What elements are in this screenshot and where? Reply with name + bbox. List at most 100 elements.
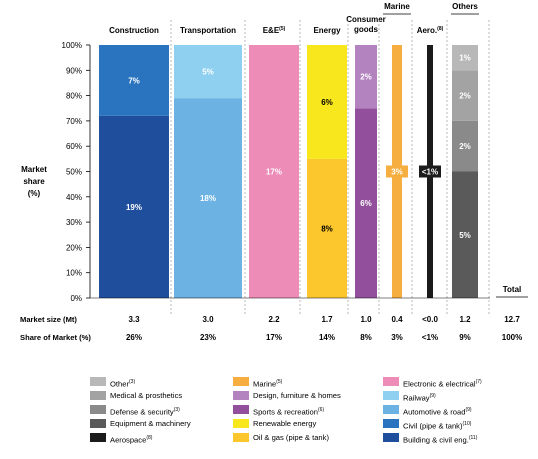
legend-footnote: (6) xyxy=(318,407,325,413)
legend-label: Aerospace(8) xyxy=(110,435,153,445)
market-share-value: 9% xyxy=(459,333,471,342)
legend-swatch xyxy=(233,419,249,428)
bar-segment xyxy=(452,120,478,172)
market-size-value: 1.0 xyxy=(360,315,372,324)
bar-segment xyxy=(355,108,377,298)
category-headers: Construction Transportation E&E(5) Energy Co… xyxy=(109,2,479,35)
legend-swatch xyxy=(233,433,249,442)
y-tick-label: 70% xyxy=(66,117,82,126)
legend-label: Building & civil eng.(11) xyxy=(403,435,478,445)
legend-footnote: (11) xyxy=(468,435,478,441)
legend-label: Automotive & road(9) xyxy=(403,407,472,417)
market-size-value: 2.2 xyxy=(268,315,280,324)
legend-label: Design, furniture & homes xyxy=(253,391,341,400)
legend-label: Sports & recreation(6) xyxy=(253,407,325,417)
y-axis: 0% 10% 20% 30% 40% 50% 60% 70% 80% 90% 100% Market s… xyxy=(21,41,91,303)
total-header: Total xyxy=(503,285,522,294)
bar-segment xyxy=(452,171,478,298)
bar-value-label: 18% xyxy=(200,194,216,203)
y-tick-label: 60% xyxy=(66,142,82,151)
category-header: Consumer goods xyxy=(346,15,386,34)
legend-footnote: (9) xyxy=(429,393,436,399)
legend-label: Equipment & machinery xyxy=(110,419,191,428)
legend-swatch xyxy=(233,405,249,414)
legend-swatch xyxy=(383,405,399,414)
legend-label: Electronic & electrical(7) xyxy=(403,379,482,389)
market-share-value: 23% xyxy=(200,333,216,342)
legend-label: Railway(9) xyxy=(403,393,436,403)
legend-swatch xyxy=(383,419,399,428)
legend-label: Defense & security(3) xyxy=(110,407,180,417)
bar-segment xyxy=(307,158,347,298)
bar-value-label: 7% xyxy=(128,76,140,85)
bar-segment xyxy=(307,45,347,159)
total-share: 100% xyxy=(502,333,522,342)
bar-segment xyxy=(174,98,242,298)
bar-value-label: 19% xyxy=(126,203,142,212)
legend-label: Civil (pipe & tank)(10) xyxy=(403,421,472,431)
y-tick-label: 90% xyxy=(66,66,82,75)
bar-segment xyxy=(249,45,299,298)
market-size-value: 3.3 xyxy=(128,315,140,324)
category-dividers xyxy=(170,20,490,314)
y-tick-label: 20% xyxy=(66,243,82,252)
market-share-value: 3% xyxy=(391,333,403,342)
market-size-value: 0.4 xyxy=(391,315,403,324)
total-market-size: 12.7 xyxy=(504,315,520,324)
bar-segment xyxy=(452,70,478,121)
bar-value-label: 5% xyxy=(202,68,214,77)
legend-label: Other(3) xyxy=(110,379,136,389)
bar-value-label: 6% xyxy=(321,98,333,107)
market-share-value: 17% xyxy=(266,333,282,342)
category-header: Energy xyxy=(313,26,341,35)
legend-footnote: (9) xyxy=(465,407,472,413)
legend-label: Marine(5) xyxy=(253,379,283,389)
bar-segment xyxy=(355,45,377,109)
value-badge xyxy=(386,165,408,178)
market-size-value: <0.0 xyxy=(422,315,438,324)
y-tick-label: 10% xyxy=(66,269,82,278)
market-size-value: 3.0 xyxy=(202,315,214,324)
row-label-market-size: Market size (Mt) xyxy=(20,315,77,324)
y-axis-label: Market share (%) xyxy=(21,165,47,198)
legend: Other(3) Medical & prosthetics Defense & s… xyxy=(90,376,530,456)
row-label-share: Share of Market (%) xyxy=(20,333,91,342)
market-share-value: <1% xyxy=(422,333,438,342)
legend-footnote: (8) xyxy=(146,435,153,441)
legend-swatch xyxy=(233,377,249,386)
category-header: Others xyxy=(452,2,478,11)
y-tick-label: 0% xyxy=(70,294,82,303)
legend-footnote: (3) xyxy=(173,407,180,413)
bar-value-label: 2% xyxy=(360,73,372,82)
legend-swatch xyxy=(90,419,106,428)
legend-label: Oil & gas (pipe & tank) xyxy=(253,433,329,442)
value-badge xyxy=(419,165,441,178)
bars: 19% 7% 18% 5% 17% 8% 6% 6% 2% 3% <1% 5% 2% 2% 1% xyxy=(99,45,478,298)
market-share-value: 8% xyxy=(360,333,372,342)
legend-swatch xyxy=(90,391,106,400)
y-tick-label: 80% xyxy=(66,92,82,101)
y-tick-label: 50% xyxy=(66,168,82,177)
bar-value-label: 5% xyxy=(459,231,471,240)
bar-value-label: 3% xyxy=(391,168,403,177)
bar-value-label: 1% xyxy=(459,54,471,63)
bar-segment xyxy=(99,115,169,298)
bar-value-label: 2% xyxy=(459,92,471,101)
bar-value-label: 6% xyxy=(360,199,372,208)
legend-swatch xyxy=(90,405,106,414)
bar-value-label: 2% xyxy=(459,142,471,151)
category-header: Construction xyxy=(109,26,159,35)
legend-footnote: (5) xyxy=(276,379,283,385)
bar-segment xyxy=(99,45,169,116)
legend-swatch xyxy=(383,377,399,386)
legend-footnote: (10) xyxy=(462,421,472,427)
legend-swatch xyxy=(383,391,399,400)
market-size-value: 1.2 xyxy=(459,315,471,324)
bar-segment xyxy=(452,45,478,71)
legend-label: Medical & prosthetics xyxy=(110,391,183,400)
market-share-value: 26% xyxy=(126,333,142,342)
y-tick-label: 40% xyxy=(66,193,82,202)
legend-swatch xyxy=(90,377,106,386)
legend-swatch xyxy=(383,433,399,442)
